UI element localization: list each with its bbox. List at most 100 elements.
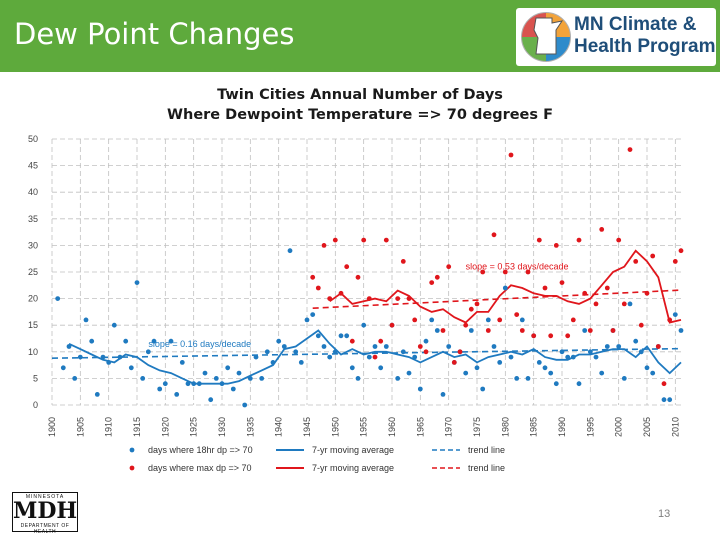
blue-data-point (593, 354, 599, 360)
blue-data-point (565, 354, 571, 360)
red-data-point (536, 237, 542, 243)
blue-data-point (213, 376, 219, 381)
mn-climate-health-logo: MN Climate & Health Program (516, 8, 716, 66)
blue-data-point (208, 397, 214, 403)
red-data-point (548, 333, 554, 339)
blue-data-point (117, 354, 123, 360)
blue-data-point (174, 392, 180, 397)
red-data-point (650, 253, 656, 259)
blue-data-point (508, 354, 514, 360)
blue-data-point (406, 370, 412, 376)
red-data-point (446, 264, 452, 270)
blue-data-point (321, 344, 327, 349)
blue-data-point (327, 354, 333, 360)
x-tick-label: 1995 (585, 417, 595, 437)
red-data-point (621, 301, 627, 307)
red-data-point (519, 328, 525, 333)
legend-label: 7-yr moving average (312, 463, 394, 473)
red-data-point (610, 328, 616, 333)
blue-data-point (225, 365, 231, 371)
mdh-logo-bottom: DEPARTMENT OF HEALTH (20, 523, 70, 535)
blue-data-point (66, 344, 72, 349)
blue-data-point (287, 248, 293, 254)
blue-data-point (400, 349, 406, 355)
red-data-point (315, 285, 321, 291)
legend-marker (129, 447, 135, 453)
red-data-point (525, 269, 531, 275)
blue-data-point (553, 381, 559, 387)
x-tick-label: 1905 (75, 417, 85, 437)
x-tick-label: 1960 (387, 417, 397, 437)
blue-data-point (423, 338, 429, 344)
legend-label: days where max dp => 70 (148, 463, 252, 473)
blue-data-point (349, 365, 355, 371)
red-data-point (497, 317, 503, 323)
blue-data-point (77, 354, 83, 360)
blue-data-point (570, 354, 576, 360)
blue-data-point (111, 322, 117, 328)
blue-data-point (145, 349, 151, 355)
blue-data-point (332, 349, 338, 355)
blue-data-point (185, 381, 191, 387)
red-data-point (667, 317, 673, 323)
red-data-point (429, 280, 435, 285)
blue-data-point (123, 338, 129, 344)
red-data-point (451, 360, 457, 365)
red-data-point (412, 317, 418, 323)
red-data-point (485, 328, 491, 333)
blue-data-point (485, 317, 491, 323)
y-tick-label: 40 (28, 187, 38, 197)
legend-label: days where 18hr dp => 70 (148, 445, 253, 455)
blue-data-point (219, 381, 225, 387)
blue-data-point (429, 317, 435, 323)
red-data-point (383, 237, 389, 243)
blue-data-point (480, 386, 486, 392)
blue-data-point (134, 280, 140, 285)
blue-data-point (253, 354, 259, 360)
blue-data-point (672, 312, 678, 317)
x-tick-label: 2010 (670, 417, 680, 437)
blue-data-point (281, 344, 287, 349)
blue-data-point (100, 354, 106, 360)
blue-data-point (514, 376, 520, 381)
red-data-point (599, 227, 605, 232)
red-data-point (531, 333, 537, 339)
blue-data-point (247, 376, 253, 381)
blue-data-point (60, 365, 66, 371)
blue-data-point (497, 360, 503, 365)
blue-data-point (395, 376, 401, 381)
red-data-point (514, 312, 520, 317)
red-data-point (627, 147, 633, 153)
red-data-point (604, 285, 610, 291)
page-number: 13 (658, 508, 671, 520)
y-tick-label: 15 (28, 320, 38, 330)
blue-data-point (270, 360, 276, 365)
blue-data-point (276, 338, 282, 344)
red-moving-average-line (329, 249, 682, 324)
y-tick-label: 20 (28, 294, 38, 304)
x-tick-label: 2005 (642, 417, 652, 437)
y-tick-label: 30 (28, 240, 38, 250)
red-data-point (395, 296, 401, 301)
y-tick-label: 5 (33, 373, 38, 383)
blue-data-point (83, 317, 89, 323)
blue-data-point (304, 317, 310, 323)
legend-label: trend line (468, 445, 505, 455)
blue-data-point (310, 312, 316, 317)
red-data-point (587, 328, 593, 333)
red-data-point (400, 259, 406, 264)
red-data-point (570, 317, 576, 323)
red-data-point (508, 152, 514, 158)
blue-data-point (633, 338, 639, 344)
y-tick-label: 10 (28, 347, 38, 357)
red-data-point (593, 301, 599, 307)
blue-data-point (355, 376, 361, 381)
blue-data-point (587, 349, 593, 355)
slope-annotation: slope = 0.16 days/decade (148, 339, 251, 349)
legend-label: trend line (468, 463, 505, 473)
blue-data-point (548, 370, 554, 376)
red-data-point (389, 322, 395, 328)
x-tick-label: 1920 (160, 417, 170, 437)
red-data-point (310, 274, 316, 280)
red-data-point (361, 237, 367, 243)
